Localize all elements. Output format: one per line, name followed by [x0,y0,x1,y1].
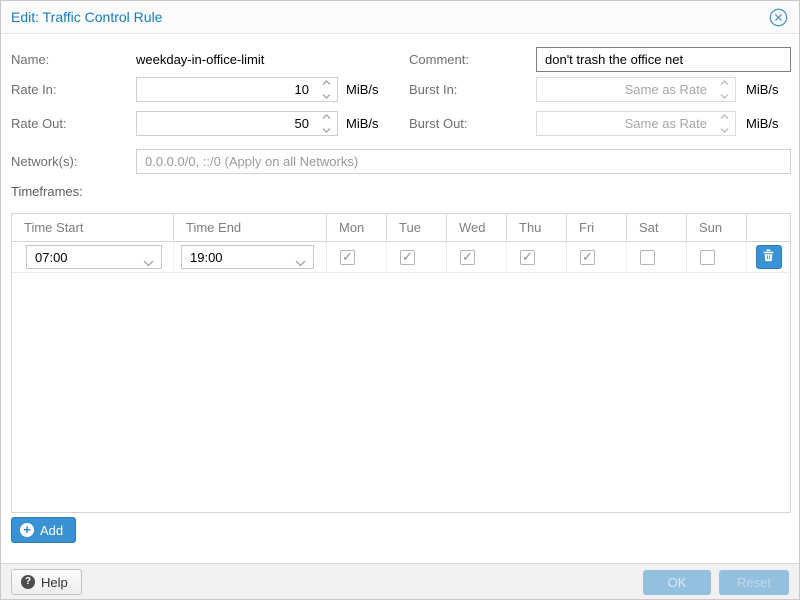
fri-cell [567,242,627,272]
thu-cell [507,242,567,272]
mon-checkbox[interactable] [340,249,355,265]
burst-in-spinner[interactable] [719,80,729,99]
rate-out-input[interactable] [136,111,338,136]
rate-out-unit: MiB/s [346,116,379,131]
spinner-down-icon [720,94,728,99]
burst-in-input[interactable] [536,77,736,102]
trash-icon [762,249,775,265]
comment-field-wrap [536,47,791,72]
name-label: Name: [11,52,50,67]
sun-cell [687,242,747,272]
column-header-sat[interactable]: Sat [627,214,687,241]
rate-in-field-wrap [136,77,338,102]
fri-checkbox[interactable] [580,249,595,265]
spinner-down-icon [322,128,330,133]
column-header-tue[interactable]: Tue [387,214,447,241]
spinner-up-icon [720,80,728,85]
reset-button[interactable]: Reset [719,570,789,595]
column-header-mon[interactable]: Mon [327,214,387,241]
delete-row-button[interactable] [755,245,782,269]
add-button-label: Add [40,522,64,538]
networks-input[interactable] [136,149,791,174]
dialog-title: Edit: Traffic Control Rule [11,9,163,25]
dialog-footer: Help OK Reset [1,563,799,599]
timeframes-table-header: Time Start Time End Mon Tue Wed Thu Fri … [12,214,790,242]
help-button[interactable]: Help [11,569,82,595]
timeframe-row: 07:00 19:00 [12,242,790,273]
wed-checkbox[interactable] [460,249,475,265]
timeframes-table: Time Start Time End Mon Tue Wed Thu Fri … [11,213,791,513]
column-header-thu[interactable]: Thu [507,214,567,241]
mon-cell [327,242,387,272]
networks-field-wrap [136,149,791,174]
spinner-up-icon [322,80,330,85]
add-timeframe-button[interactable]: Add [11,517,77,543]
burst-out-field-wrap [536,111,736,136]
spinner-down-icon [720,128,728,133]
burst-in-label: Burst In: [409,82,458,97]
time-start-cell: 07:00 [12,242,174,272]
burst-out-input[interactable] [536,111,736,136]
rate-in-label: Rate In: [11,82,57,97]
spinner-up-icon [322,114,330,119]
column-header-sun[interactable]: Sun [687,214,747,241]
column-header-time-end[interactable]: Time End [174,214,327,241]
actions-cell [747,242,790,272]
rate-in-unit: MiB/s [346,82,379,97]
column-header-fri[interactable]: Fri [567,214,627,241]
dialog-header: Edit: Traffic Control Rule [1,1,799,34]
chevron-down-icon [143,255,154,270]
networks-label: Network(s): [11,154,78,169]
sat-checkbox[interactable] [640,249,655,265]
sun-checkbox[interactable] [700,249,715,265]
column-header-actions [747,214,790,241]
spinner-down-icon [322,94,330,99]
rate-in-spinner[interactable] [321,80,331,99]
chevron-down-icon [295,255,306,270]
burst-out-unit: MiB/s [746,116,779,131]
rate-out-spinner[interactable] [321,114,331,133]
burst-out-label: Burst Out: [409,116,468,131]
close-icon [769,8,788,30]
comment-label: Comment: [409,52,469,67]
burst-in-field-wrap [536,77,736,102]
rate-out-label: Rate Out: [11,116,67,131]
column-header-wed[interactable]: Wed [447,214,507,241]
time-start-combobox[interactable]: 07:00 [26,245,162,269]
name-value: weekday-in-office-limit [136,52,265,67]
burst-in-unit: MiB/s [746,82,779,97]
wed-cell [447,242,507,272]
time-end-value: 19:00 [190,249,223,265]
plus-circle-icon [20,523,34,537]
comment-input[interactable] [536,47,791,72]
time-end-cell: 19:00 [174,242,327,272]
rate-out-field-wrap [136,111,338,136]
time-end-combobox[interactable]: 19:00 [181,245,314,269]
burst-out-spinner[interactable] [719,114,729,133]
tue-checkbox[interactable] [400,249,415,265]
time-start-value: 07:00 [35,249,68,265]
close-button[interactable] [769,8,788,27]
rate-in-input[interactable] [136,77,338,102]
tue-cell [387,242,447,272]
timeframes-label: Timeframes: [11,184,83,199]
column-header-time-start[interactable]: Time Start [12,214,174,241]
help-button-label: Help [41,574,68,590]
spinner-up-icon [720,114,728,119]
ok-button[interactable]: OK [643,570,711,595]
question-icon [21,575,35,589]
thu-checkbox[interactable] [520,249,535,265]
sat-cell [627,242,687,272]
